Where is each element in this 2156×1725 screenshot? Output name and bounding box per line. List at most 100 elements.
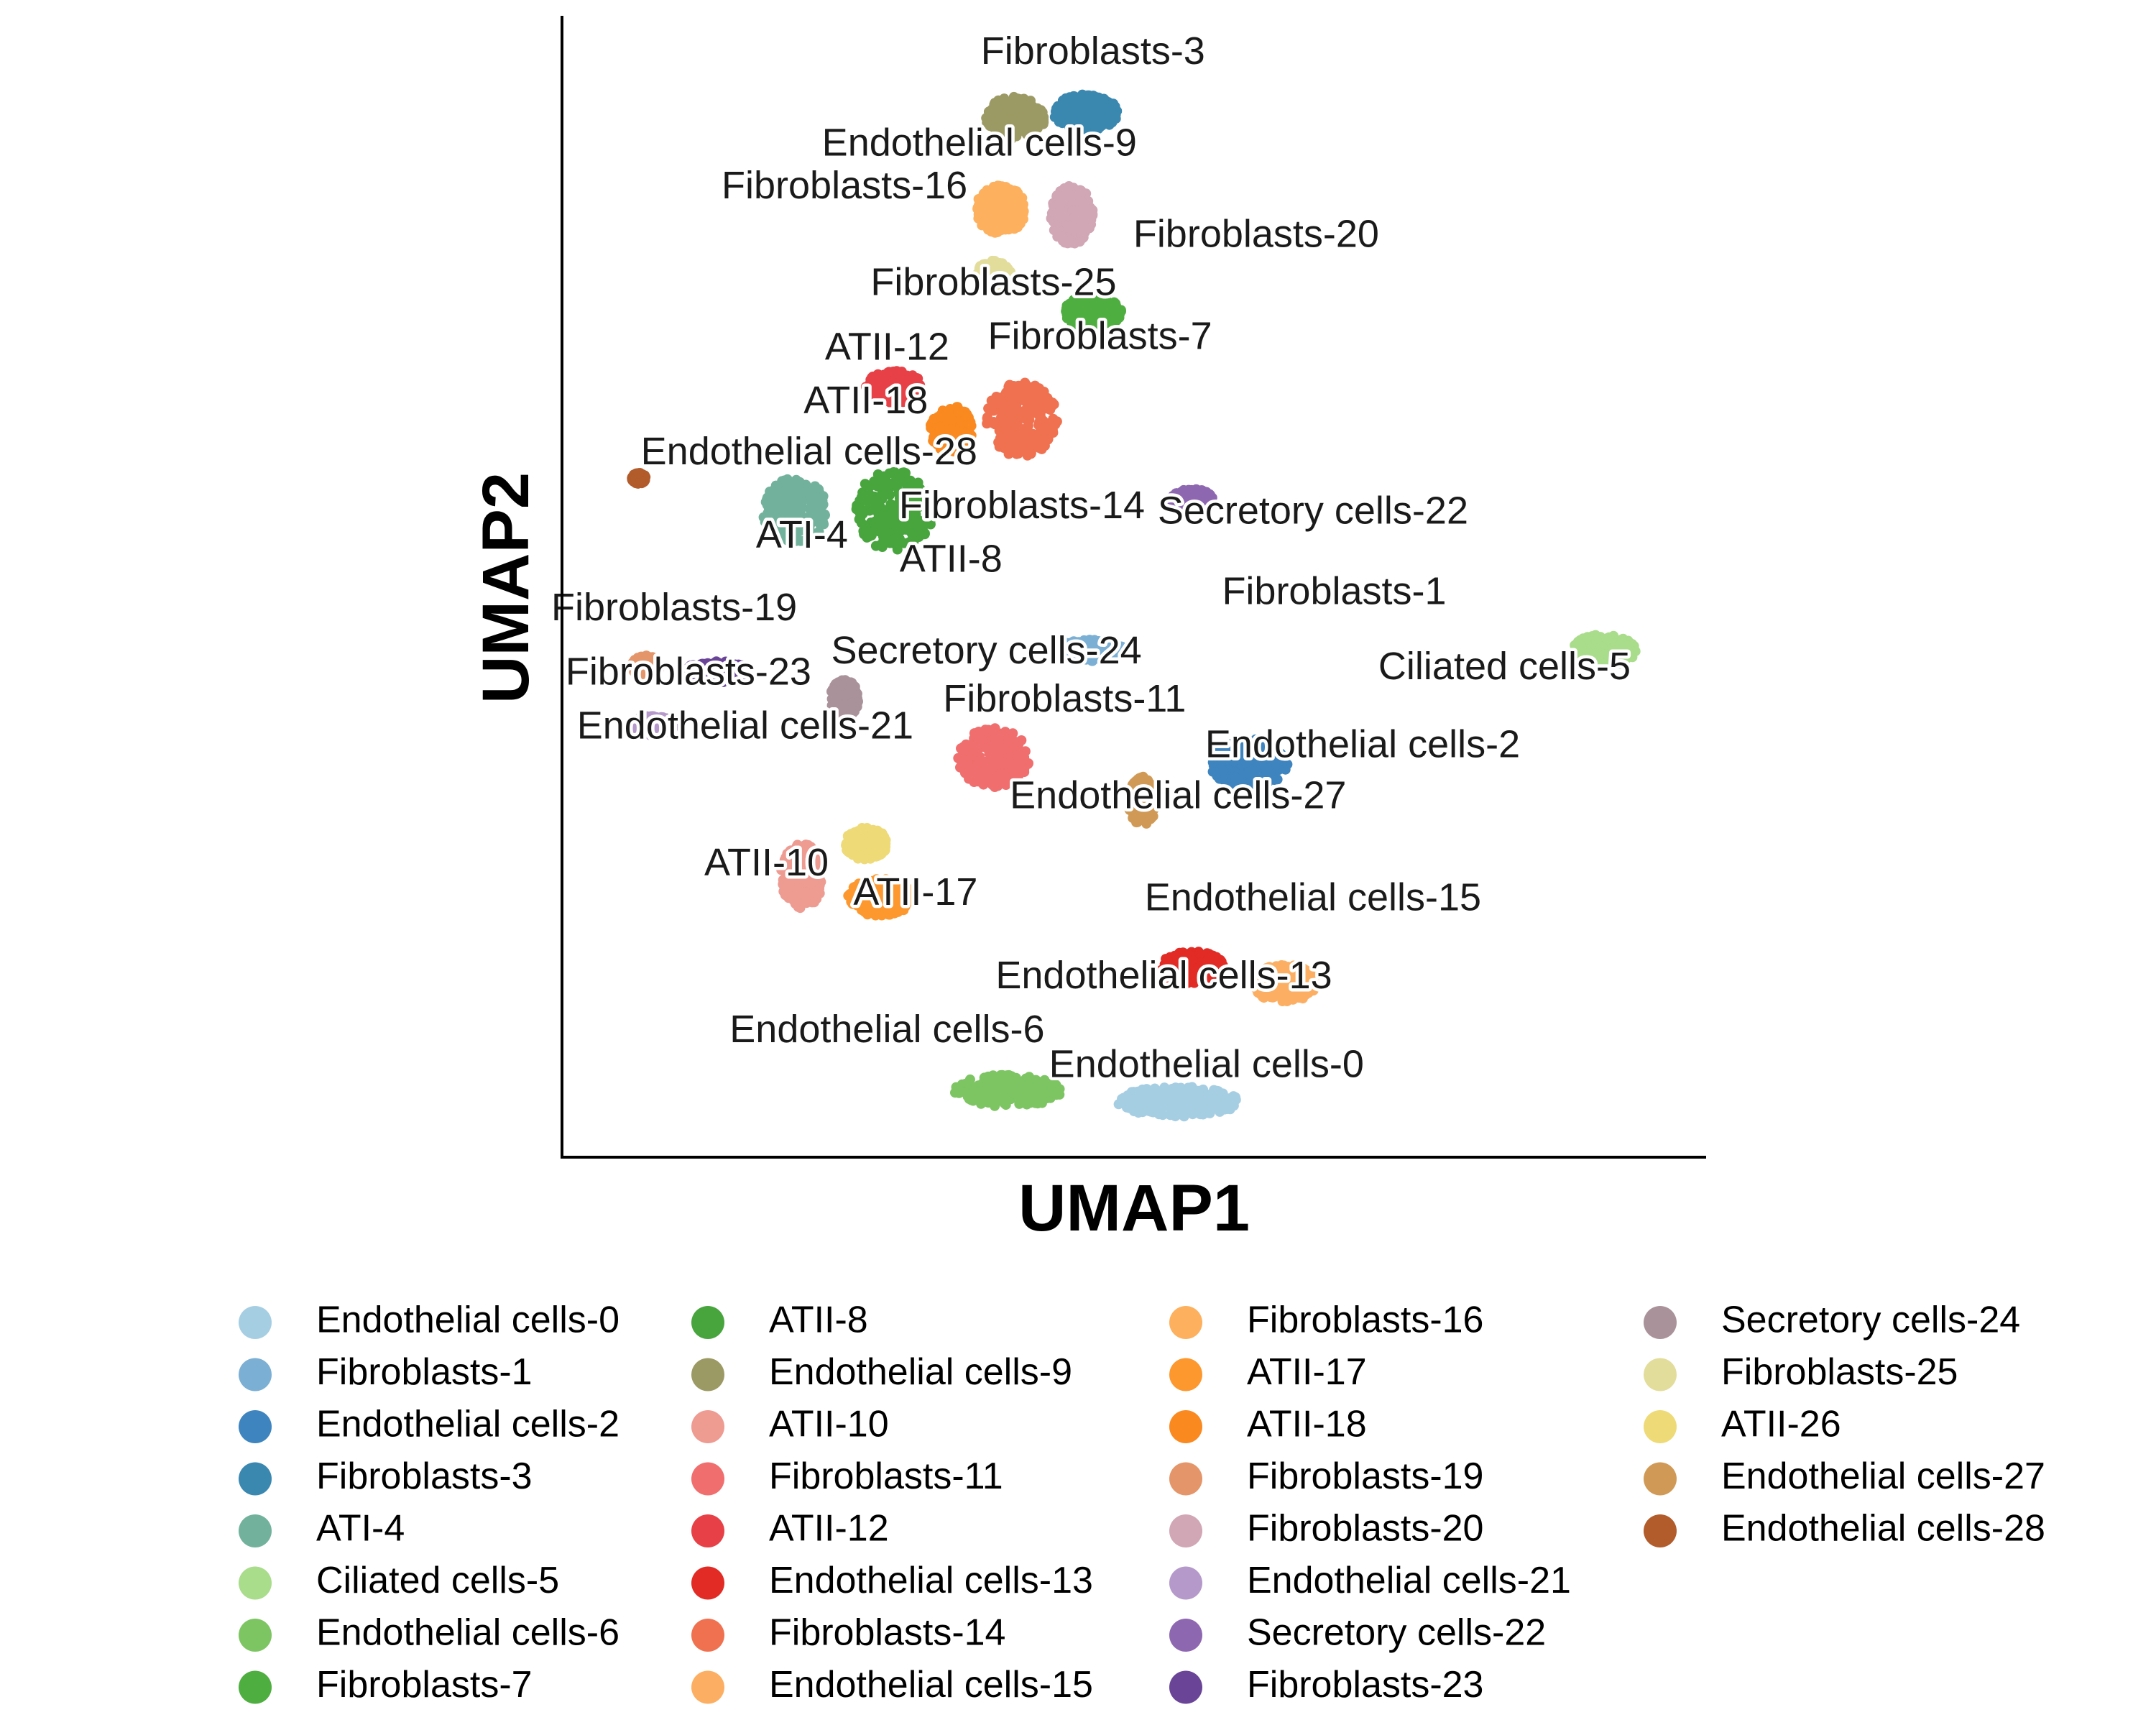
data-point	[1030, 1098, 1041, 1108]
data-point	[1069, 213, 1079, 224]
cluster-points	[1053, 635, 1132, 666]
data-point	[1126, 1087, 1137, 1098]
cluster-points	[950, 1070, 1065, 1111]
data-point	[972, 203, 983, 214]
data-point	[1249, 750, 1260, 761]
data-point	[1005, 736, 1015, 747]
data-point	[1018, 1093, 1029, 1104]
data-point	[1076, 302, 1087, 313]
data-point	[976, 1098, 987, 1109]
data-point	[1270, 758, 1281, 769]
data-point	[1037, 107, 1048, 118]
data-point	[967, 1082, 977, 1092]
data-point	[972, 748, 982, 758]
data-point	[975, 734, 986, 745]
data-point	[1076, 188, 1086, 199]
data-point	[996, 210, 1007, 221]
data-point	[893, 526, 904, 537]
data-point	[1133, 1087, 1144, 1098]
data-point	[958, 744, 969, 755]
data-point	[1028, 1077, 1039, 1087]
data-point	[1107, 111, 1118, 122]
cluster-points	[972, 180, 1029, 238]
data-point	[803, 888, 814, 899]
data-point	[1084, 223, 1095, 234]
data-point	[1038, 1092, 1049, 1103]
data-point	[1049, 111, 1060, 122]
data-point	[882, 488, 893, 499]
data-point	[1145, 1101, 1156, 1112]
cluster-points	[1113, 1082, 1241, 1122]
data-point	[1081, 650, 1092, 661]
data-point	[1045, 405, 1056, 415]
data-point	[1238, 743, 1248, 753]
data-point	[1082, 124, 1092, 135]
data-point	[1034, 410, 1045, 421]
data-point	[1189, 1090, 1199, 1100]
data-point	[990, 394, 1000, 405]
data-point	[980, 724, 991, 735]
data-point	[1086, 92, 1097, 103]
data-point	[1255, 737, 1266, 748]
data-point	[1228, 756, 1238, 767]
data-point	[1217, 765, 1228, 776]
data-point	[857, 492, 867, 502]
data-point	[762, 494, 772, 505]
cluster-points	[1049, 89, 1123, 137]
data-point	[801, 898, 812, 908]
data-point	[1021, 413, 1032, 423]
data-point	[1207, 766, 1218, 777]
data-point	[1100, 635, 1111, 646]
data-point	[760, 517, 770, 528]
data-point	[1006, 1077, 1017, 1087]
data-point	[1061, 236, 1072, 247]
data-point	[959, 758, 969, 768]
data-point	[1250, 776, 1261, 787]
data-point	[1018, 395, 1028, 406]
data-point	[765, 487, 775, 497]
data-point	[778, 499, 788, 510]
data-point	[1004, 438, 1015, 449]
data-point	[1096, 100, 1107, 111]
data-point	[996, 405, 1006, 415]
data-point	[1011, 448, 1022, 459]
data-point	[1015, 750, 1026, 761]
data-point	[1022, 423, 1033, 433]
data-point	[1110, 642, 1120, 653]
data-point	[791, 474, 801, 485]
data-point	[779, 484, 790, 495]
data-point	[1198, 1084, 1209, 1095]
data-point	[988, 418, 999, 428]
data-point	[1109, 101, 1120, 112]
data-point	[1259, 763, 1270, 773]
data-point	[1271, 748, 1281, 758]
data-point	[1272, 774, 1283, 785]
data-point	[818, 491, 829, 502]
data-point	[893, 369, 904, 380]
data-point	[1013, 420, 1023, 431]
data-point	[1103, 648, 1114, 658]
data-point	[1033, 400, 1044, 411]
data-point	[953, 407, 964, 418]
data-point	[1008, 381, 1019, 391]
data-point	[929, 413, 939, 424]
data-point	[1204, 1108, 1214, 1118]
data-point	[1230, 773, 1241, 783]
data-point	[982, 1072, 992, 1082]
data-point	[1076, 229, 1087, 239]
data-point	[1077, 197, 1087, 208]
data-point	[1051, 226, 1061, 236]
data-point	[1087, 205, 1098, 216]
data-point	[1095, 108, 1106, 119]
data-point	[878, 505, 889, 515]
data-point	[991, 109, 1002, 119]
data-point	[1016, 99, 1027, 110]
data-point	[983, 224, 994, 235]
data-point	[1011, 186, 1022, 197]
data-point	[1230, 1092, 1241, 1103]
data-point	[1000, 182, 1011, 193]
data-point	[1015, 218, 1026, 229]
data-point	[796, 490, 806, 501]
data-point	[1263, 776, 1273, 787]
